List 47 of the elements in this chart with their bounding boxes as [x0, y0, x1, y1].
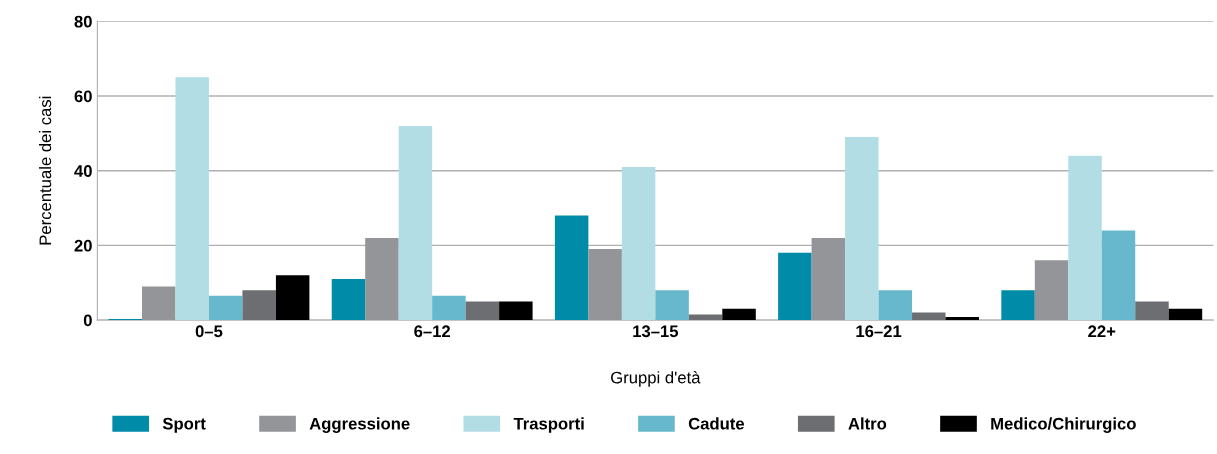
- bar: [688, 314, 723, 321]
- x-tick-label: 13–15: [633, 325, 679, 338]
- bar: [432, 295, 466, 321]
- bar: [242, 290, 276, 321]
- bar: [845, 137, 879, 321]
- y-tick-label: 80: [74, 15, 92, 28]
- bar: [275, 275, 310, 321]
- legend-label: Trasporti: [513, 417, 584, 433]
- bar: [499, 301, 533, 321]
- bar: [655, 290, 689, 321]
- x-tick-label: 6–12: [414, 325, 451, 338]
- x-tick-label: 16–21: [856, 325, 902, 338]
- bar: [588, 249, 622, 321]
- bar: [1034, 260, 1069, 321]
- bar: [365, 237, 399, 321]
- bar: [778, 252, 812, 321]
- bar: [945, 317, 979, 321]
- bar: [1135, 301, 1169, 321]
- bar: [331, 278, 366, 321]
- legend-label: Cadute: [688, 417, 745, 430]
- legend-label: Sport: [162, 417, 206, 433]
- bar: [208, 295, 243, 321]
- x-tick-label: 0–5: [195, 325, 223, 338]
- legend-label: Medico/Chirurgico: [991, 417, 1136, 433]
- bar: [398, 125, 433, 321]
- y-tick-label: 0: [83, 314, 92, 327]
- bar: [554, 215, 589, 321]
- y-axis-title: Percentuale dei casi: [38, 96, 52, 245]
- bar: [175, 77, 209, 321]
- bar: [1168, 308, 1203, 321]
- bar: [912, 312, 946, 321]
- x-axis-title: Gruppi d'età: [611, 371, 701, 387]
- legend-label: Altro: [848, 417, 887, 430]
- bar: [811, 237, 846, 321]
- legend-label: Aggressione: [309, 417, 410, 433]
- y-tick-label: 60: [74, 90, 92, 103]
- bar: [142, 286, 176, 321]
- bar: [465, 301, 500, 321]
- x-tick-label: 22+: [1088, 325, 1116, 338]
- bar: [878, 290, 913, 321]
- bar: [1001, 290, 1035, 321]
- y-tick-label: 20: [74, 239, 92, 252]
- bar: [1101, 230, 1136, 321]
- y-tick-label: 40: [74, 165, 92, 177]
- bar: [1068, 155, 1102, 321]
- bar: [621, 166, 656, 321]
- bar: [722, 308, 756, 321]
